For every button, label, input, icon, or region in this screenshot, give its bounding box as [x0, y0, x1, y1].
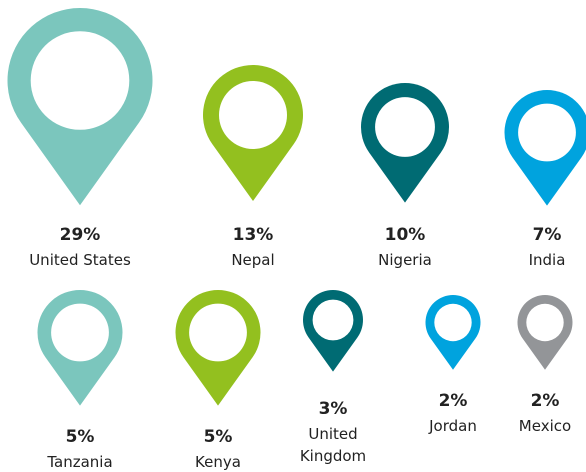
category-label: Mexico — [518, 417, 572, 435]
pin-hole — [375, 97, 435, 157]
value-label: 5% — [65, 427, 95, 447]
category-label: Nepal — [231, 251, 275, 269]
pin-hole — [51, 303, 109, 362]
pin-hole — [526, 303, 564, 342]
pin-hole — [518, 103, 576, 162]
category-label: India — [528, 251, 566, 269]
value-label: 2% — [438, 391, 468, 411]
value-label: 7% — [532, 225, 562, 245]
category-label: United States — [29, 251, 131, 269]
pin-hole — [434, 303, 472, 342]
value-label: 3% — [318, 399, 348, 419]
pin-hole — [30, 31, 130, 130]
pin-hole — [189, 303, 247, 362]
category-label: Tanzania — [47, 453, 113, 471]
value-label: 29% — [59, 225, 101, 245]
category-label: United Kingdom — [299, 425, 367, 465]
category-label: Kenya — [195, 453, 241, 471]
pin-hole — [312, 299, 354, 341]
category-label: Jordan — [429, 417, 477, 435]
value-label: 13% — [232, 225, 274, 245]
pin-hole — [219, 81, 287, 149]
value-label: 2% — [530, 391, 560, 411]
value-label: 10% — [384, 225, 426, 245]
category-label: Nigeria — [378, 251, 432, 269]
value-label: 5% — [203, 427, 233, 447]
